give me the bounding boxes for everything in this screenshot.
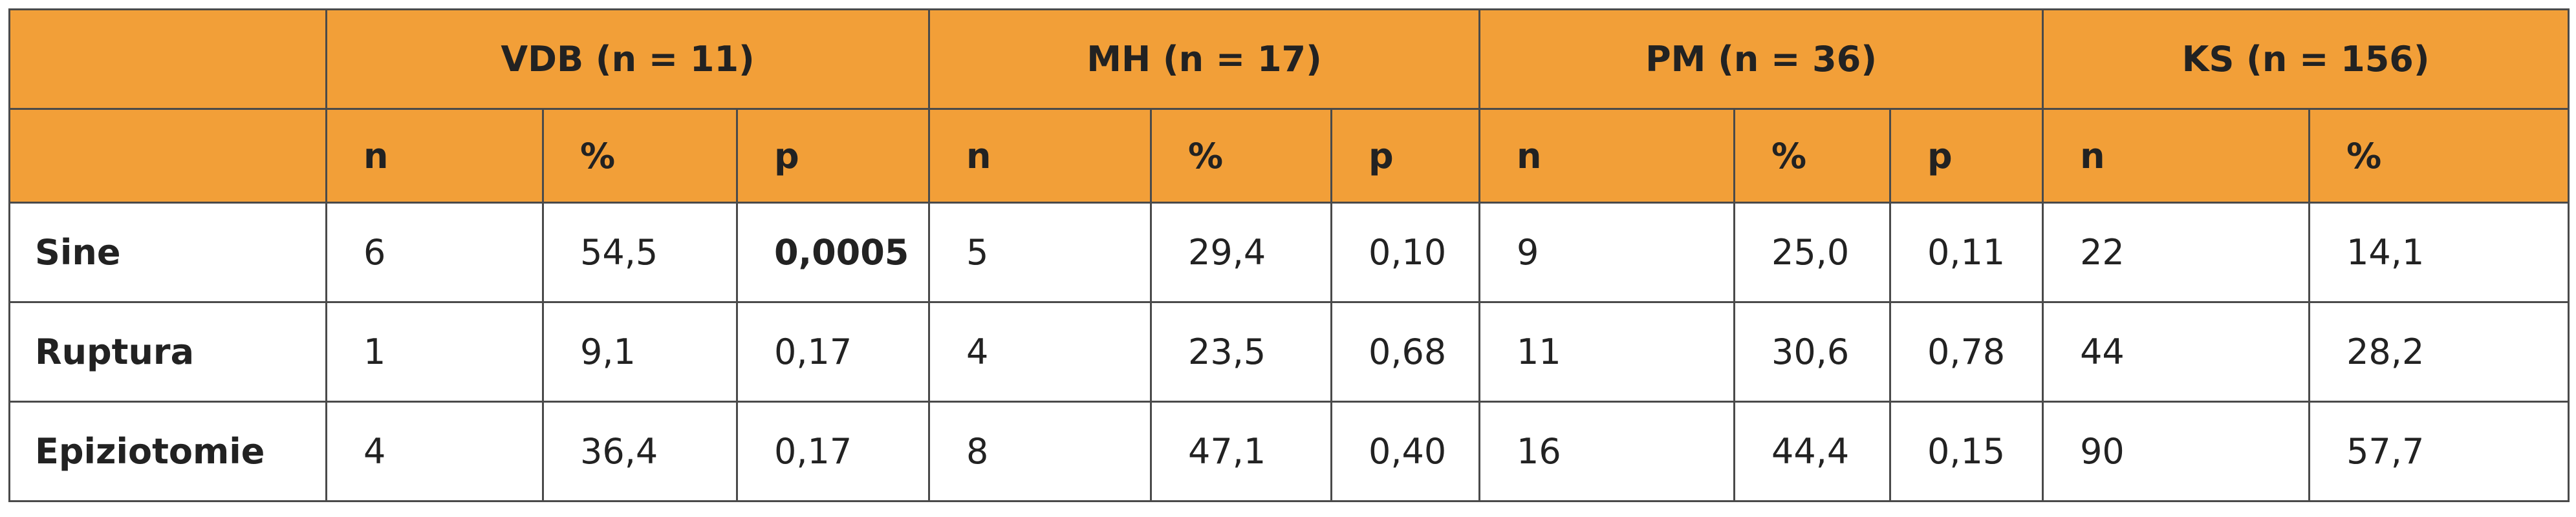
- group-header-row: VDB (n = 11) MH (n = 17) PM (n = 36) KS …: [8, 8, 2570, 110]
- cell: 0,10: [1330, 202, 1481, 303]
- cell: 5: [928, 202, 1153, 303]
- group-header: PM (n = 36): [1478, 8, 2044, 110]
- cell: 22: [2042, 202, 2311, 303]
- table-head: VDB (n = 11) MH (n = 17) PM (n = 36) KS …: [8, 8, 2570, 204]
- cell: 25,0: [1733, 202, 1892, 303]
- subheader: n: [1478, 108, 1736, 204]
- cell: 29,4: [1150, 202, 1333, 303]
- data-table: VDB (n = 11) MH (n = 17) PM (n = 36) KS …: [8, 8, 2570, 502]
- cell: 44,4: [1733, 401, 1892, 502]
- subheader: p: [1330, 108, 1481, 204]
- cell: 30,6: [1733, 301, 1892, 403]
- cell: 9,1: [542, 301, 738, 403]
- subheader: p: [735, 108, 931, 204]
- cell: 14,1: [2308, 202, 2570, 303]
- subheader-row: n% p n% p n% p n%: [8, 108, 2570, 204]
- cell: 11: [1478, 301, 1736, 403]
- cell: 0,0005: [735, 202, 931, 303]
- cell: 0,40: [1330, 401, 1481, 502]
- cell: 8: [928, 401, 1153, 502]
- subheader: %: [1733, 108, 1892, 204]
- table-row: Ruptura 1 9,1 0,17 4 23,5 0,68 11 30,6 0,78 44 28,2: [8, 301, 2570, 403]
- corner-cell: [8, 108, 327, 204]
- subheader: p: [1889, 108, 2044, 204]
- subheader: n: [325, 108, 544, 204]
- subheader: n: [928, 108, 1153, 204]
- cell: 36,4: [542, 401, 738, 502]
- subheader: %: [1150, 108, 1333, 204]
- cell: 0,17: [735, 301, 931, 403]
- subheader: n: [2042, 108, 2311, 204]
- cell: 90: [2042, 401, 2311, 502]
- group-header: VDB (n = 11): [325, 8, 931, 110]
- cell: 0,17: [735, 401, 931, 502]
- cell: 28,2: [2308, 301, 2570, 403]
- cell: 0,15: [1889, 401, 2044, 502]
- row-label: Ruptura: [8, 301, 327, 403]
- cell: 54,5: [542, 202, 738, 303]
- table-row: Epiziotomie 4 36,4 0,17 8 47,1 0,40 16 44,4 0,15 9…: [8, 401, 2570, 502]
- corner-cell: [8, 8, 327, 110]
- cell: 0,78: [1889, 301, 2044, 403]
- table-row: Sine 6 54,5 0,0005 5 29,4 0,10 9 25,0 0,11 22 14,1: [8, 202, 2570, 303]
- cell: 44: [2042, 301, 2311, 403]
- cell: 1: [325, 301, 544, 403]
- cell: 6: [325, 202, 544, 303]
- subheader: %: [542, 108, 738, 204]
- cell: 0,11: [1889, 202, 2044, 303]
- subheader: %: [2308, 108, 2570, 204]
- table-body: Sine 6 54,5 0,0005 5 29,4 0,10 9 25,0 0,11 22 14,1 R…: [8, 202, 2570, 502]
- cell: 16: [1478, 401, 1736, 502]
- cell: 4: [928, 301, 1153, 403]
- cell: 23,5: [1150, 301, 1333, 403]
- row-label: Sine: [8, 202, 327, 303]
- group-header: KS (n = 156): [2042, 8, 2570, 110]
- row-label: Epiziotomie: [8, 401, 327, 502]
- cell: 4: [325, 401, 544, 502]
- group-header: MH (n = 17): [928, 8, 1481, 110]
- cell: 0,68: [1330, 301, 1481, 403]
- cell: 9: [1478, 202, 1736, 303]
- cell: 47,1: [1150, 401, 1333, 502]
- cell: 57,7: [2308, 401, 2570, 502]
